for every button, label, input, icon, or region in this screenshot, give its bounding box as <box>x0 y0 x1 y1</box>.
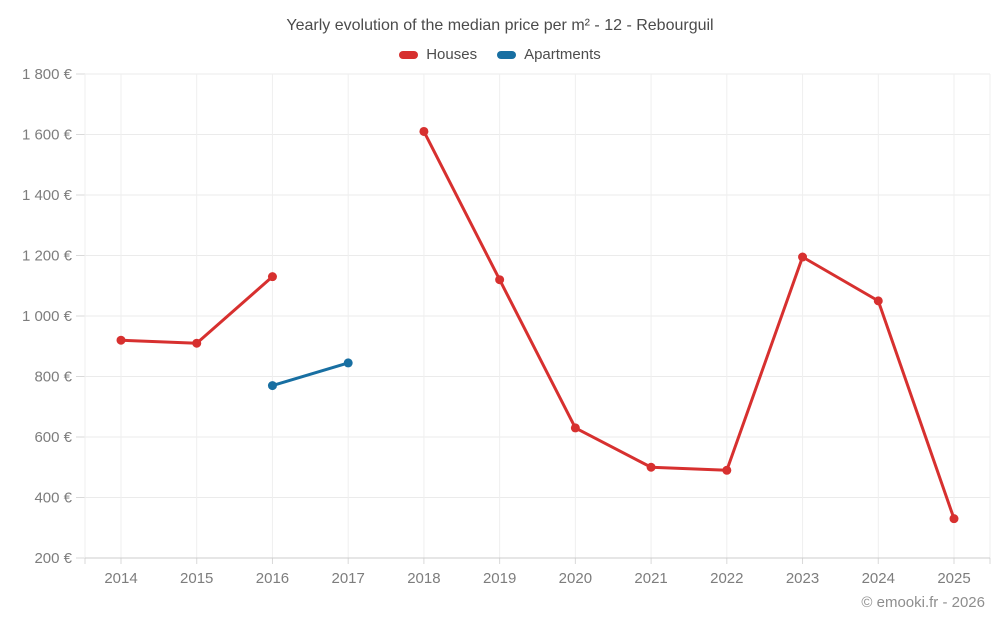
apartments-series-swatch-icon <box>497 50 517 59</box>
x-axis-label: 2020 <box>559 570 592 587</box>
y-axis-label: 1 600 € <box>22 127 73 144</box>
x-axis-label: 2021 <box>634 570 667 587</box>
legend-label-houses: Houses <box>426 46 478 63</box>
x-axis-label: 2025 <box>937 570 970 587</box>
houses-point[interactable] <box>419 126 429 136</box>
houses-line <box>422 129 956 521</box>
houses-point[interactable] <box>873 296 883 306</box>
chart-legend: Houses Apartments <box>0 46 1000 63</box>
apartments-point[interactable] <box>267 381 277 391</box>
y-axis-label: 200 € <box>34 550 72 567</box>
houses-point[interactable] <box>267 272 277 282</box>
x-axis-label: 2024 <box>862 570 895 587</box>
y-axis-label: 400 € <box>34 490 72 507</box>
y-axis-label: 1 400 € <box>22 187 73 204</box>
houses-point[interactable] <box>798 252 808 262</box>
apartments-point[interactable] <box>343 358 353 368</box>
x-axis-label: 2014 <box>104 570 137 587</box>
x-axis-label: 2018 <box>407 570 440 587</box>
y-axis-label: 800 € <box>34 369 72 386</box>
x-axis-label: 2022 <box>710 570 743 587</box>
x-axis-label: 2023 <box>786 570 819 587</box>
x-axis-label: 2017 <box>331 570 364 587</box>
legend-item-houses[interactable]: Houses <box>399 46 477 63</box>
houses-point[interactable] <box>722 465 732 475</box>
houses-point[interactable] <box>116 335 126 345</box>
houses-point[interactable] <box>646 462 656 472</box>
copyright-text: © emooki.fr - 2026 <box>861 594 985 611</box>
houses-point[interactable] <box>949 514 959 524</box>
houses-point[interactable] <box>495 275 505 285</box>
houses-point[interactable] <box>570 423 580 433</box>
chart-title: Yearly evolution of the median price per… <box>286 17 714 34</box>
y-axis-label: 1 200 € <box>22 248 73 265</box>
apartments-line <box>270 361 350 388</box>
x-axis-label: 2019 <box>483 570 516 587</box>
x-axis-label: 2015 <box>180 570 213 587</box>
x-axis-label: 2016 <box>256 570 289 587</box>
legend-item-apartments[interactable]: Apartments <box>497 46 601 63</box>
y-axis-label: 600 € <box>34 429 72 446</box>
houses-point[interactable] <box>192 338 202 348</box>
y-axis-label: 1 800 € <box>22 66 73 83</box>
houses-series-swatch-icon <box>399 50 419 59</box>
y-axis-label: 1 000 € <box>22 308 73 325</box>
legend-label-apartments: Apartments <box>524 46 601 63</box>
